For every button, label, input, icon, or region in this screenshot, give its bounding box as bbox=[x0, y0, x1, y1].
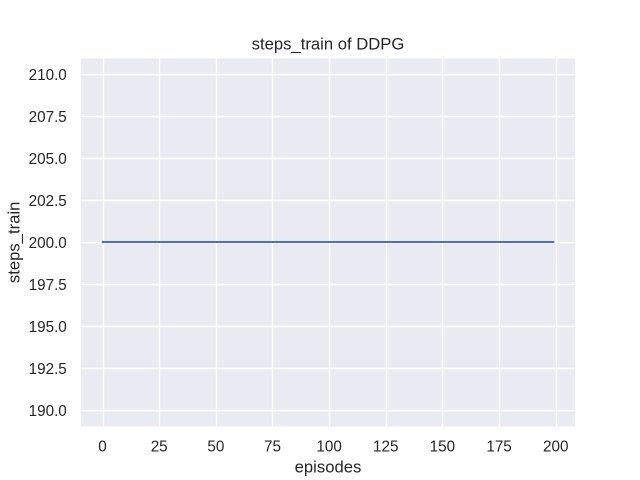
svg-text:192.5: 192.5 bbox=[29, 361, 67, 378]
svg-text:207.5: 207.5 bbox=[29, 109, 67, 126]
svg-text:25: 25 bbox=[151, 438, 168, 455]
svg-text:steps_train: steps_train bbox=[5, 202, 24, 283]
svg-text:202.5: 202.5 bbox=[29, 193, 67, 210]
svg-text:steps_train of DDPG: steps_train of DDPG bbox=[252, 34, 405, 53]
svg-text:75: 75 bbox=[264, 438, 281, 455]
svg-text:150: 150 bbox=[430, 438, 455, 455]
svg-text:100: 100 bbox=[316, 438, 341, 455]
svg-text:125: 125 bbox=[373, 438, 398, 455]
svg-text:190.0: 190.0 bbox=[29, 403, 67, 420]
svg-text:200: 200 bbox=[543, 438, 568, 455]
svg-text:210.0: 210.0 bbox=[29, 67, 67, 84]
svg-text:197.5: 197.5 bbox=[29, 277, 67, 294]
svg-text:50: 50 bbox=[207, 438, 224, 455]
svg-text:0: 0 bbox=[98, 438, 107, 455]
svg-text:175: 175 bbox=[486, 438, 511, 455]
svg-text:205.0: 205.0 bbox=[29, 151, 67, 168]
svg-text:episodes: episodes bbox=[295, 457, 362, 476]
svg-text:200.0: 200.0 bbox=[29, 235, 67, 252]
svg-text:195.0: 195.0 bbox=[29, 319, 67, 336]
